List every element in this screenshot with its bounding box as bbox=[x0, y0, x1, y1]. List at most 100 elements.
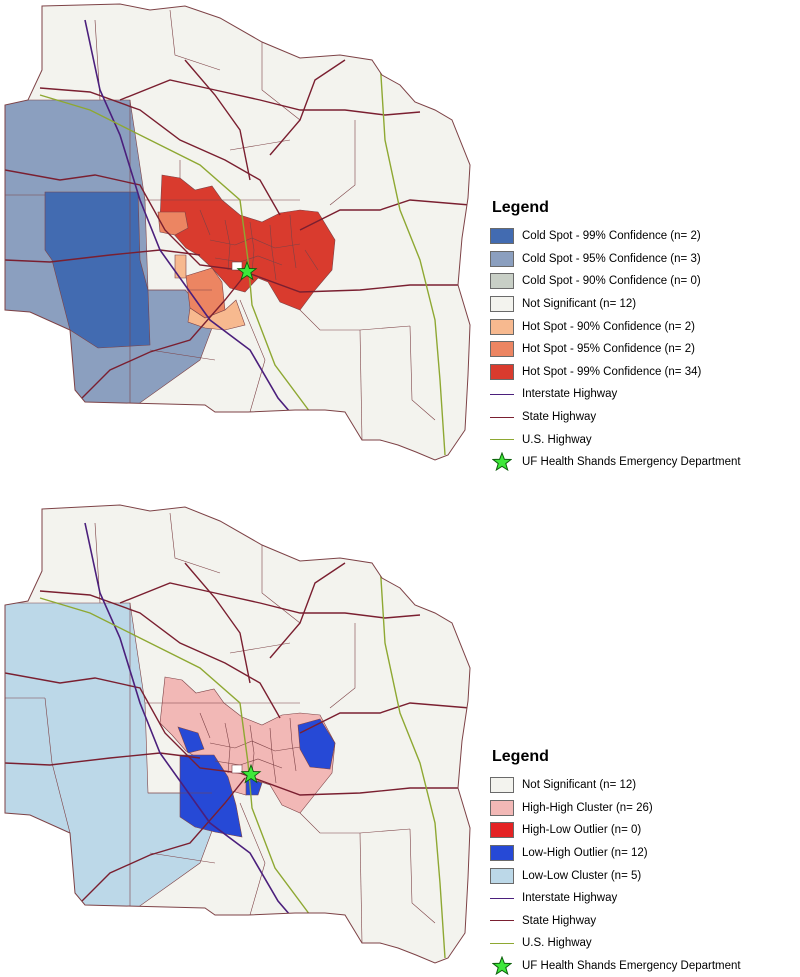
emergency-department-star-icon bbox=[240, 763, 262, 784]
legend-label: State Highway bbox=[522, 914, 597, 927]
star-icon bbox=[490, 956, 514, 976]
legend-item: Low-High Outlier (n= 12) bbox=[490, 842, 795, 865]
legend-label: Hot Spot - 99% Confidence (n= 34) bbox=[522, 365, 702, 378]
legend-swatch bbox=[490, 341, 514, 358]
legend-swatch bbox=[490, 845, 514, 862]
tract-boundaries bbox=[5, 9, 436, 441]
low-high-outlier-zone-sw bbox=[179, 754, 243, 838]
legend-label: Not Significant (n= 12) bbox=[522, 298, 637, 311]
low-high-outlier-zone-w bbox=[177, 726, 205, 754]
legend-swatch bbox=[490, 363, 514, 380]
state-highway-line bbox=[5, 249, 201, 263]
legend-label: Cold Spot - 99% Confidence (n= 2) bbox=[522, 230, 701, 243]
legend-item: Hot Spot - 90% Confidence (n= 2) bbox=[490, 315, 795, 338]
legend-item: Not Significant (n= 12) bbox=[490, 293, 795, 316]
highway-network bbox=[5, 522, 470, 959]
legend-item: State Highway bbox=[490, 406, 795, 429]
cluster-zones bbox=[5, 505, 470, 963]
legend-item: Low-Low Cluster (n= 5) bbox=[490, 864, 795, 887]
legend-swatch bbox=[490, 822, 514, 839]
legend-entries: Cold Spot - 99% Confidence (n= 2) Cold Sp… bbox=[490, 225, 795, 474]
legend-title: Legend bbox=[492, 199, 549, 216]
legend-item: UF Health Shands Emergency Department bbox=[490, 451, 795, 474]
legend-item: U.S. Highway bbox=[490, 428, 795, 451]
legend-line-symbol bbox=[490, 439, 514, 441]
legend-item: Hot Spot - 99% Confidence (n= 34) bbox=[490, 361, 795, 384]
legend-item: Cold Spot - 99% Confidence (n= 2) bbox=[490, 225, 795, 248]
unpopulated-tract bbox=[231, 261, 243, 271]
state-highway-line bbox=[119, 582, 421, 619]
legend-swatch bbox=[490, 799, 514, 816]
state-highway-line bbox=[39, 590, 281, 719]
hot-spot-legend: Legend Cold Spot - 99% Confidence (n= 2)… bbox=[490, 199, 795, 474]
tract-boundaries bbox=[5, 512, 436, 944]
cluster-outlier-map bbox=[4, 504, 471, 964]
legend-label: Hot Spot - 95% Confidence (n= 2) bbox=[522, 343, 695, 356]
state-highway-line bbox=[184, 59, 251, 181]
legend-swatch bbox=[490, 250, 514, 267]
cluster-outlier-map-panel: Legend Not Significant (n= 12) High-High … bbox=[0, 487, 800, 977]
legend-title: Legend bbox=[492, 748, 549, 765]
legend-line-symbol bbox=[490, 897, 514, 899]
legend-entries: Not Significant (n= 12) High-High Cluster… bbox=[490, 774, 795, 977]
legend-label: UF Health Shands Emergency Department bbox=[522, 960, 741, 973]
legend-item: Cold Spot - 95% Confidence (n= 3) bbox=[490, 248, 795, 271]
emergency-department-star-icon bbox=[236, 260, 258, 281]
unpopulated-tract bbox=[231, 764, 243, 774]
state-highway-line bbox=[5, 752, 201, 766]
state-highway-line bbox=[299, 199, 470, 231]
legend-item: Interstate Highway bbox=[490, 887, 795, 910]
state-highway-line bbox=[5, 672, 470, 796]
legend-label: State Highway bbox=[522, 411, 597, 424]
legend-line-symbol bbox=[490, 920, 514, 922]
legend-label: Low-Low Cluster (n= 5) bbox=[522, 869, 642, 882]
legend-swatch bbox=[490, 228, 514, 245]
legend-item: UF Health Shands Emergency Department bbox=[490, 955, 795, 977]
highway-network bbox=[5, 19, 470, 456]
legend-swatch bbox=[490, 867, 514, 884]
cold-spot-99-zone bbox=[44, 191, 151, 349]
low-high-outlier-zone-east bbox=[297, 718, 336, 770]
state-highway-line bbox=[299, 702, 470, 734]
legend-label: Interstate Highway bbox=[522, 892, 618, 905]
legend-label: Cold Spot - 95% Confidence (n= 3) bbox=[522, 252, 701, 265]
state-highway-line bbox=[79, 777, 246, 904]
state-highway-line bbox=[184, 562, 251, 684]
us-highway-line bbox=[379, 562, 446, 959]
state-highway-line bbox=[5, 169, 470, 293]
hot-spot-map bbox=[4, 3, 471, 461]
legend-label: Interstate Highway bbox=[522, 388, 618, 401]
legend-label: Hot Spot - 90% Confidence (n= 2) bbox=[522, 320, 695, 333]
legend-item: Not Significant (n= 12) bbox=[490, 774, 795, 797]
legend-label: High-Low Outlier (n= 0) bbox=[522, 824, 642, 837]
state-highway-line bbox=[39, 87, 281, 216]
star-icon bbox=[490, 452, 514, 472]
legend-label: U.S. Highway bbox=[522, 937, 592, 950]
interstate-highway-line bbox=[84, 522, 291, 916]
legend-item: U.S. Highway bbox=[490, 932, 795, 955]
legend-label: U.S. Highway bbox=[522, 433, 592, 446]
state-highway-line bbox=[79, 274, 246, 401]
legend-swatch bbox=[490, 777, 514, 794]
state-highway-line bbox=[119, 79, 421, 116]
interstate-highway-line bbox=[84, 19, 291, 413]
legend-item: State Highway bbox=[490, 910, 795, 933]
legend-item: Cold Spot - 90% Confidence (n= 0) bbox=[490, 270, 795, 293]
legend-label: Cold Spot - 90% Confidence (n= 0) bbox=[522, 275, 701, 288]
us-highway-line bbox=[39, 597, 311, 916]
hot-spot-zones bbox=[5, 4, 470, 460]
us-highway-line bbox=[39, 94, 311, 413]
legend-item: Interstate Highway bbox=[490, 383, 795, 406]
legend-label: Not Significant (n= 12) bbox=[522, 779, 637, 792]
legend-label: Low-High Outlier (n= 12) bbox=[522, 847, 648, 860]
legend-swatch bbox=[490, 318, 514, 335]
cluster-outlier-legend: Legend Not Significant (n= 12) High-High … bbox=[490, 748, 795, 977]
legend-swatch bbox=[490, 273, 514, 290]
legend-item: Hot Spot - 95% Confidence (n= 2) bbox=[490, 338, 795, 361]
state-highway-line bbox=[269, 562, 346, 659]
legend-line-symbol bbox=[490, 393, 514, 395]
legend-label: High-High Cluster (n= 26) bbox=[522, 801, 653, 814]
legend-line-symbol bbox=[490, 942, 514, 944]
legend-swatch bbox=[490, 296, 514, 313]
legend-item: High-Low Outlier (n= 0) bbox=[490, 819, 795, 842]
